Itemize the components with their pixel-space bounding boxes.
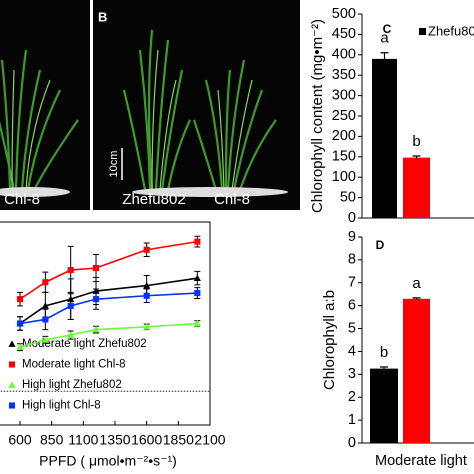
- scale-label: 10cm: [108, 151, 120, 178]
- legend-marker: [8, 381, 16, 388]
- marker: [41, 336, 49, 343]
- y-tick-label: 6: [348, 297, 356, 313]
- y-tick-label: 8: [348, 252, 356, 268]
- legend-marker: [8, 402, 16, 409]
- error-bar: [412, 155, 421, 160]
- y-tick-label: 0: [348, 435, 356, 451]
- bar: [372, 58, 397, 218]
- x-tick-label: 1350: [99, 432, 130, 448]
- bar: [403, 157, 430, 218]
- marker: [143, 323, 151, 330]
- series-line: [19, 240, 198, 300]
- marker: [42, 316, 49, 323]
- panel-letter: D: [376, 238, 385, 252]
- panel-letter: B: [98, 9, 107, 24]
- y-axis-label: Chlorophyll a:b: [321, 290, 338, 390]
- pot-label: Chl-8: [4, 191, 40, 208]
- legend-label: Moderate light Chl-8: [22, 359, 126, 371]
- y-tick-label: 4: [348, 343, 356, 359]
- significance-label: a: [412, 275, 421, 292]
- marker: [42, 279, 49, 286]
- legend-marker: [8, 361, 16, 368]
- marker: [16, 296, 24, 303]
- marker: [92, 264, 100, 272]
- y-tick-label: 400: [332, 47, 356, 63]
- significance-label: b: [380, 344, 388, 361]
- x-tick-label: 600: [8, 432, 32, 448]
- photo-divider: [90, 0, 93, 210]
- y-tick-label: 500: [332, 6, 356, 22]
- pot-label: Zhefu802: [122, 191, 185, 208]
- series-line: [19, 277, 198, 325]
- marker: [67, 331, 75, 338]
- y-tick-label: 300: [332, 87, 356, 103]
- y-tick-label: 350: [332, 67, 356, 83]
- pot: [132, 187, 288, 197]
- marker: [194, 289, 201, 297]
- x-tick-label: 2100: [194, 432, 225, 448]
- y-tick-label: 50: [340, 189, 356, 205]
- photo-panels: B Chl-8 Zhefu802 Chl-8 10cm: [0, 0, 300, 210]
- marker: [194, 238, 201, 245]
- marker: [193, 319, 201, 327]
- y-tick-label: 150: [332, 149, 356, 165]
- marker: [143, 292, 150, 299]
- marker: [67, 266, 74, 274]
- bar: [403, 298, 430, 443]
- y-tick-label: 7: [348, 275, 356, 291]
- significance-label: a: [380, 30, 389, 47]
- pot-label: Chl-8: [214, 191, 250, 208]
- panel-letter: C: [383, 22, 392, 36]
- significance-label: b: [412, 133, 420, 150]
- plant-highlights: [11, 49, 253, 191]
- legend-marker: [8, 340, 16, 347]
- y-tick-label: 2: [348, 389, 356, 405]
- y-tick-label: 3: [348, 366, 356, 382]
- marker: [193, 274, 201, 282]
- x-axis-label: PPFD ( μmol•m⁻²•s⁻¹): [39, 453, 177, 469]
- y-axis-label: Chlorophyll content (mg•m⁻²): [309, 19, 326, 213]
- error-bar: [380, 366, 388, 371]
- legend-label: Zhefu802: [428, 23, 474, 38]
- y-tick-label: 1: [348, 412, 356, 428]
- bar: [370, 368, 398, 443]
- y-tick-label: 250: [332, 108, 356, 124]
- legend-label: High light Chl-8: [22, 400, 101, 412]
- plot-frame: [0, 221, 211, 426]
- series-line: [19, 322, 198, 348]
- marker: [16, 320, 24, 327]
- marker: [67, 302, 74, 309]
- marker: [143, 282, 151, 289]
- x-tick-label: Moderate light: [375, 453, 467, 469]
- y-tick-label: 100: [332, 169, 356, 185]
- pot: [0, 187, 70, 197]
- x-tick-label: 1100: [68, 432, 98, 448]
- marker: [92, 325, 100, 333]
- legend-label: Moderate light Zhefu802: [22, 338, 147, 350]
- y-tick-label: 0: [348, 210, 356, 226]
- marker: [143, 246, 150, 253]
- series-line: [19, 292, 198, 325]
- marker: [41, 302, 49, 309]
- legend-label: High light Zhefu802: [22, 379, 122, 391]
- y-tick-label: 450: [332, 26, 356, 42]
- marker: [16, 343, 24, 351]
- plants: [0, 29, 277, 191]
- error-bar: [380, 52, 389, 65]
- y-tick-label: 9: [348, 229, 356, 245]
- y-tick-label: 5: [348, 320, 356, 336]
- x-tick-label: 1600: [131, 432, 162, 448]
- y-tick-label: 200: [332, 128, 356, 144]
- error-bar: [412, 297, 421, 300]
- marker: [92, 296, 100, 303]
- x-tick-label: 850: [40, 432, 64, 448]
- legend-marker: [419, 28, 426, 35]
- x-tick-label: 1850: [163, 432, 194, 448]
